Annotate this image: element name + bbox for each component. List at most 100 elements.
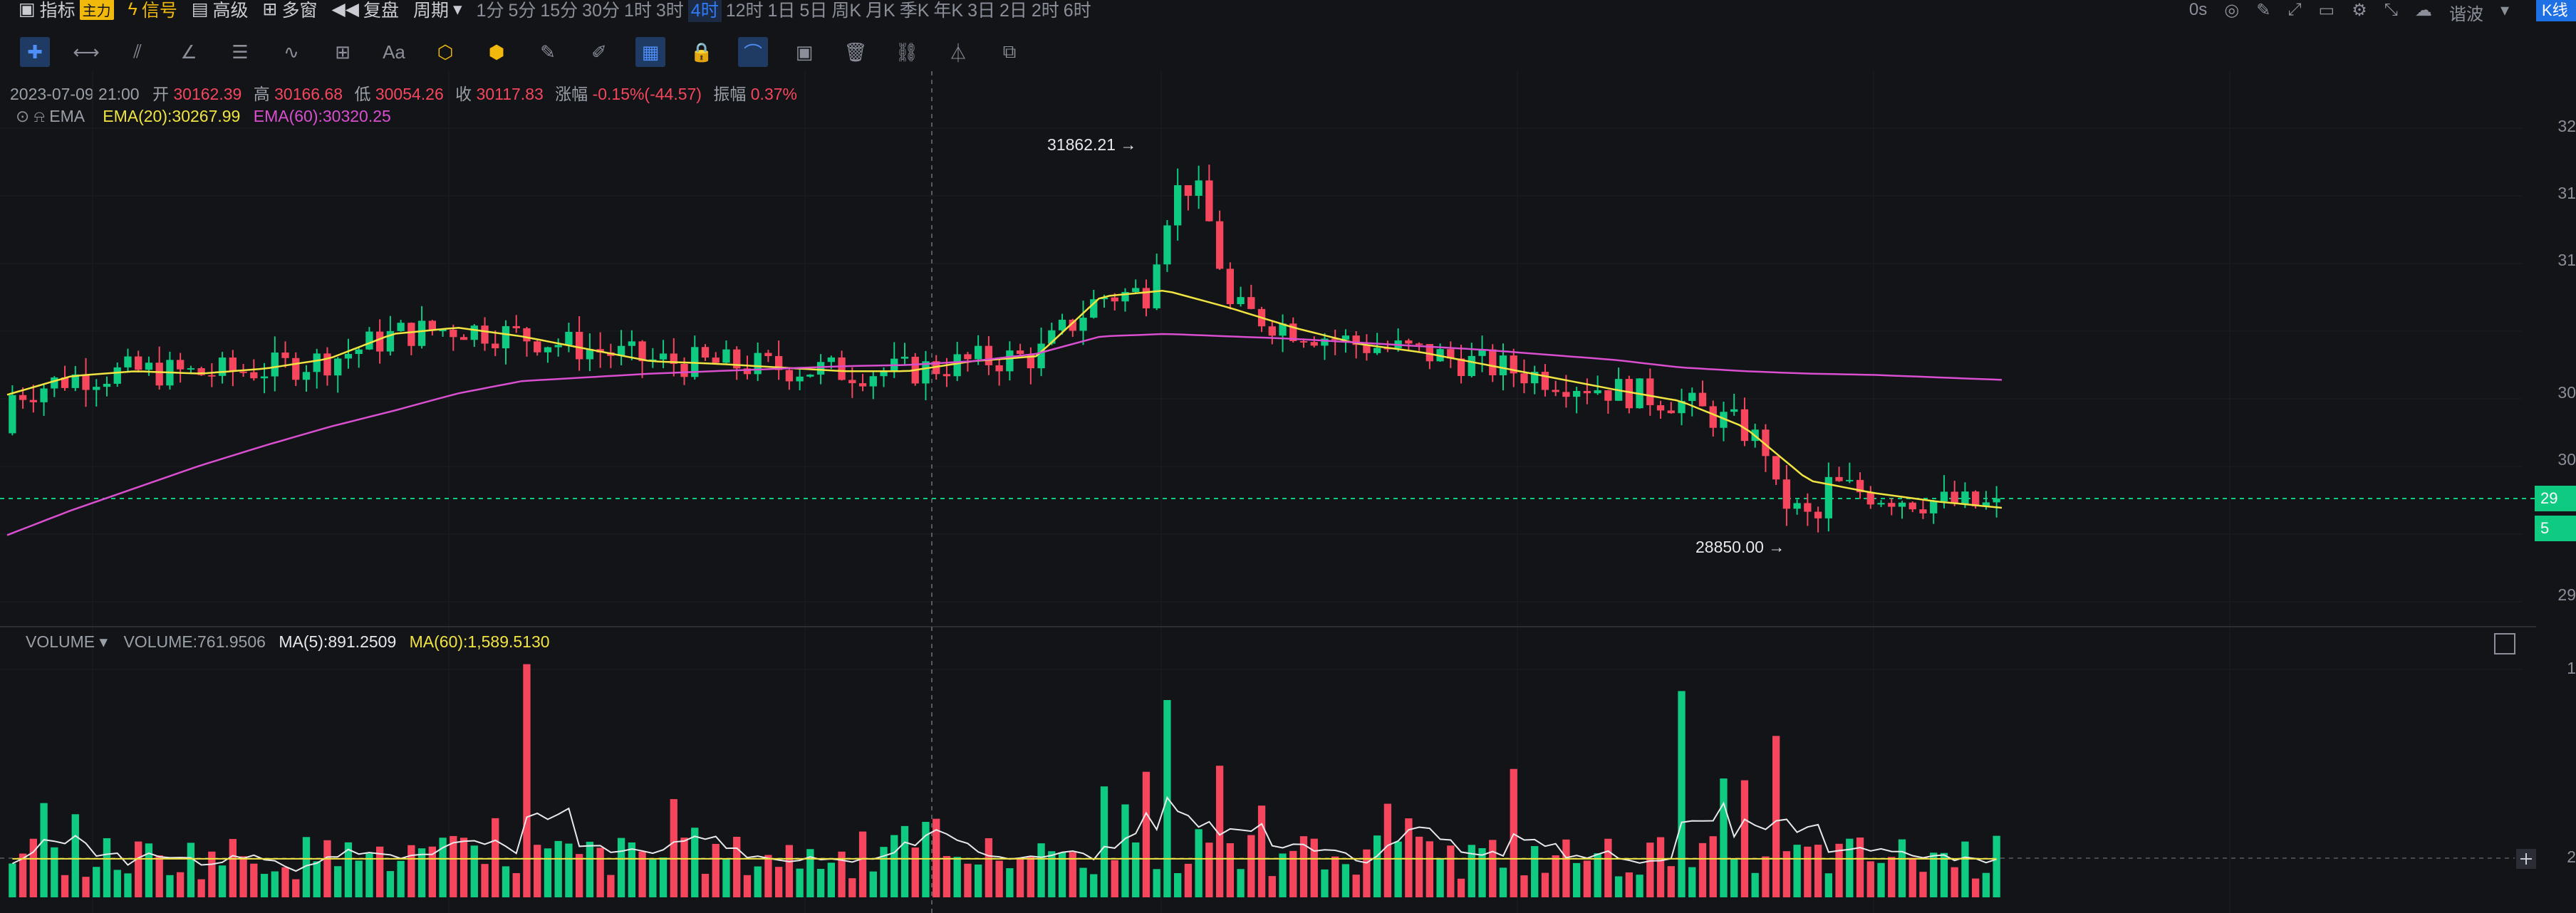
candle-body — [1919, 509, 1927, 513]
period-1[interactable]: 5分 — [508, 1, 536, 21]
replay-menu[interactable]: ◀◀ 复盘 — [331, 0, 399, 21]
period-8[interactable]: 1日 — [767, 1, 796, 21]
period-9[interactable]: 5日 — [799, 1, 828, 21]
volume-bar — [1184, 863, 1193, 897]
period-menu[interactable]: 周期 ▾ — [412, 0, 462, 21]
volume-bar — [1814, 845, 1822, 897]
sync-icon[interactable]: ⧉ — [1002, 41, 1017, 62]
price-chart[interactable] — [0, 71, 2536, 913]
volume-bar — [1877, 862, 1885, 897]
pattern-icon[interactable]: ⬡ — [437, 41, 454, 63]
filter-icon[interactable]: ⏃ — [948, 42, 967, 64]
horizontal-line-icon[interactable]: ⟷ — [73, 41, 100, 63]
period-0[interactable]: 1分 — [476, 1, 504, 21]
measure-icon[interactable]: ⊞ — [335, 41, 350, 63]
candle-body — [1951, 491, 1958, 504]
settings-icon[interactable]: ⚙ — [2352, 1, 2367, 20]
volume-bar — [680, 838, 688, 897]
volume-bar — [1782, 851, 1791, 897]
lock-icon[interactable]: 🔒 — [690, 41, 714, 63]
candle-body — [1447, 349, 1455, 359]
period-2[interactable]: 15分 — [540, 1, 578, 21]
brush-icon[interactable]: ✎ — [540, 41, 556, 63]
volume-bar — [40, 803, 48, 897]
period-11[interactable]: 月K — [866, 1, 895, 21]
fib-icon[interactable]: ⬢ — [488, 41, 505, 63]
period-3[interactable]: 30分 — [582, 1, 620, 21]
volume-bar — [187, 842, 195, 897]
candle-body — [1982, 502, 1990, 506]
period-7[interactable]: 12时 — [725, 1, 764, 21]
crosshair-icon[interactable]: ✚ — [20, 37, 50, 67]
period-5[interactable]: 3时 — [655, 1, 684, 21]
volume-bar — [1237, 869, 1245, 897]
period-16[interactable]: 2时 — [1031, 1, 1059, 21]
volume-bar — [82, 877, 90, 897]
candle-body — [177, 360, 185, 370]
candle-body — [155, 362, 163, 386]
period-6[interactable]: 4时 — [687, 0, 722, 22]
candle-body — [271, 353, 279, 377]
period-12[interactable]: 季K — [899, 1, 930, 21]
angle-icon[interactable]: ∠ — [180, 41, 197, 63]
signal-menu[interactable]: ϟ 信号 — [128, 0, 177, 21]
delete-icon[interactable]: 🗑 — [843, 41, 868, 63]
wave-icon[interactable]: ∿ — [284, 41, 299, 63]
volume-bar — [880, 847, 888, 897]
candle-body — [386, 330, 395, 352]
fullscreen-icon[interactable]: ⤢ — [2287, 0, 2302, 19]
volume-bar — [565, 843, 573, 897]
candle-body — [1100, 297, 1108, 300]
bolt-icon: ϟ — [128, 0, 137, 19]
period-15[interactable]: 2日 — [999, 1, 1027, 21]
magnet-icon[interactable]: ⌒ — [738, 37, 768, 67]
candle-body — [1709, 406, 1717, 428]
volume-bar — [649, 859, 657, 897]
candle-body — [439, 330, 447, 332]
volume-bar — [1898, 839, 1906, 897]
candle-body — [670, 353, 677, 364]
advanced-menu[interactable]: ▤ 高级 — [191, 0, 249, 21]
period-4[interactable]: 1时 — [623, 1, 652, 21]
expand-pane-icon[interactable] — [2494, 633, 2515, 654]
candle-body — [743, 368, 752, 375]
candle-body — [135, 356, 142, 370]
candle-body — [1562, 392, 1570, 397]
period-17[interactable]: 6时 — [1063, 1, 1091, 21]
indicator-menu[interactable]: ▣ 指标 主力 — [19, 0, 114, 22]
layout-icon[interactable]: ▦ — [635, 37, 665, 67]
chevron-down-icon[interactable]: ▾ — [99, 632, 108, 651]
period-10[interactable]: 周K — [831, 1, 862, 21]
collapse-icon[interactable]: ⊙ — [16, 107, 30, 125]
theme-selector[interactable]: 谐波 — [2448, 5, 2483, 24]
candle-body — [1268, 326, 1276, 336]
volume-bar — [1447, 845, 1455, 897]
window-icon[interactable]: ▭ — [2318, 1, 2335, 20]
expand-icon[interactable]: ⤡ — [2384, 0, 2398, 19]
period-14[interactable]: 3日 — [967, 1, 995, 21]
candle-body — [1499, 355, 1507, 375]
alert-icon[interactable]: ⍾ — [33, 107, 45, 125]
volume-bar — [313, 861, 321, 897]
text-icon[interactable]: Aa — [383, 41, 405, 63]
kline-tab[interactable]: K线 — [2536, 0, 2576, 21]
volume-bar — [1510, 768, 1517, 897]
edit-icon[interactable]: ▣ — [795, 41, 814, 63]
channel-icon[interactable]: ☰ — [232, 41, 249, 63]
cloud-icon[interactable]: ☁ — [2414, 1, 2432, 20]
axis-tick-1: 31 — [2557, 184, 2576, 202]
camera-icon[interactable]: ◎ — [2224, 1, 2240, 20]
volume-bar — [576, 854, 583, 897]
link-icon[interactable]: ⛓ — [895, 41, 919, 63]
pen-icon[interactable]: ✐ — [591, 41, 607, 63]
candle-body — [502, 325, 510, 349]
trend-lines-icon[interactable]: ⫽ — [133, 41, 142, 62]
candle-body — [1510, 355, 1517, 374]
candle-body — [701, 347, 710, 358]
candle-body — [712, 358, 720, 363]
multi-window-menu[interactable]: ⊞ 多窗 — [262, 0, 318, 21]
pencil-icon[interactable]: ✎ — [2256, 1, 2271, 20]
axis-tick-2: 31 — [2557, 251, 2576, 269]
period-13[interactable]: 年K — [933, 1, 964, 21]
volume-bar — [1824, 873, 1832, 897]
